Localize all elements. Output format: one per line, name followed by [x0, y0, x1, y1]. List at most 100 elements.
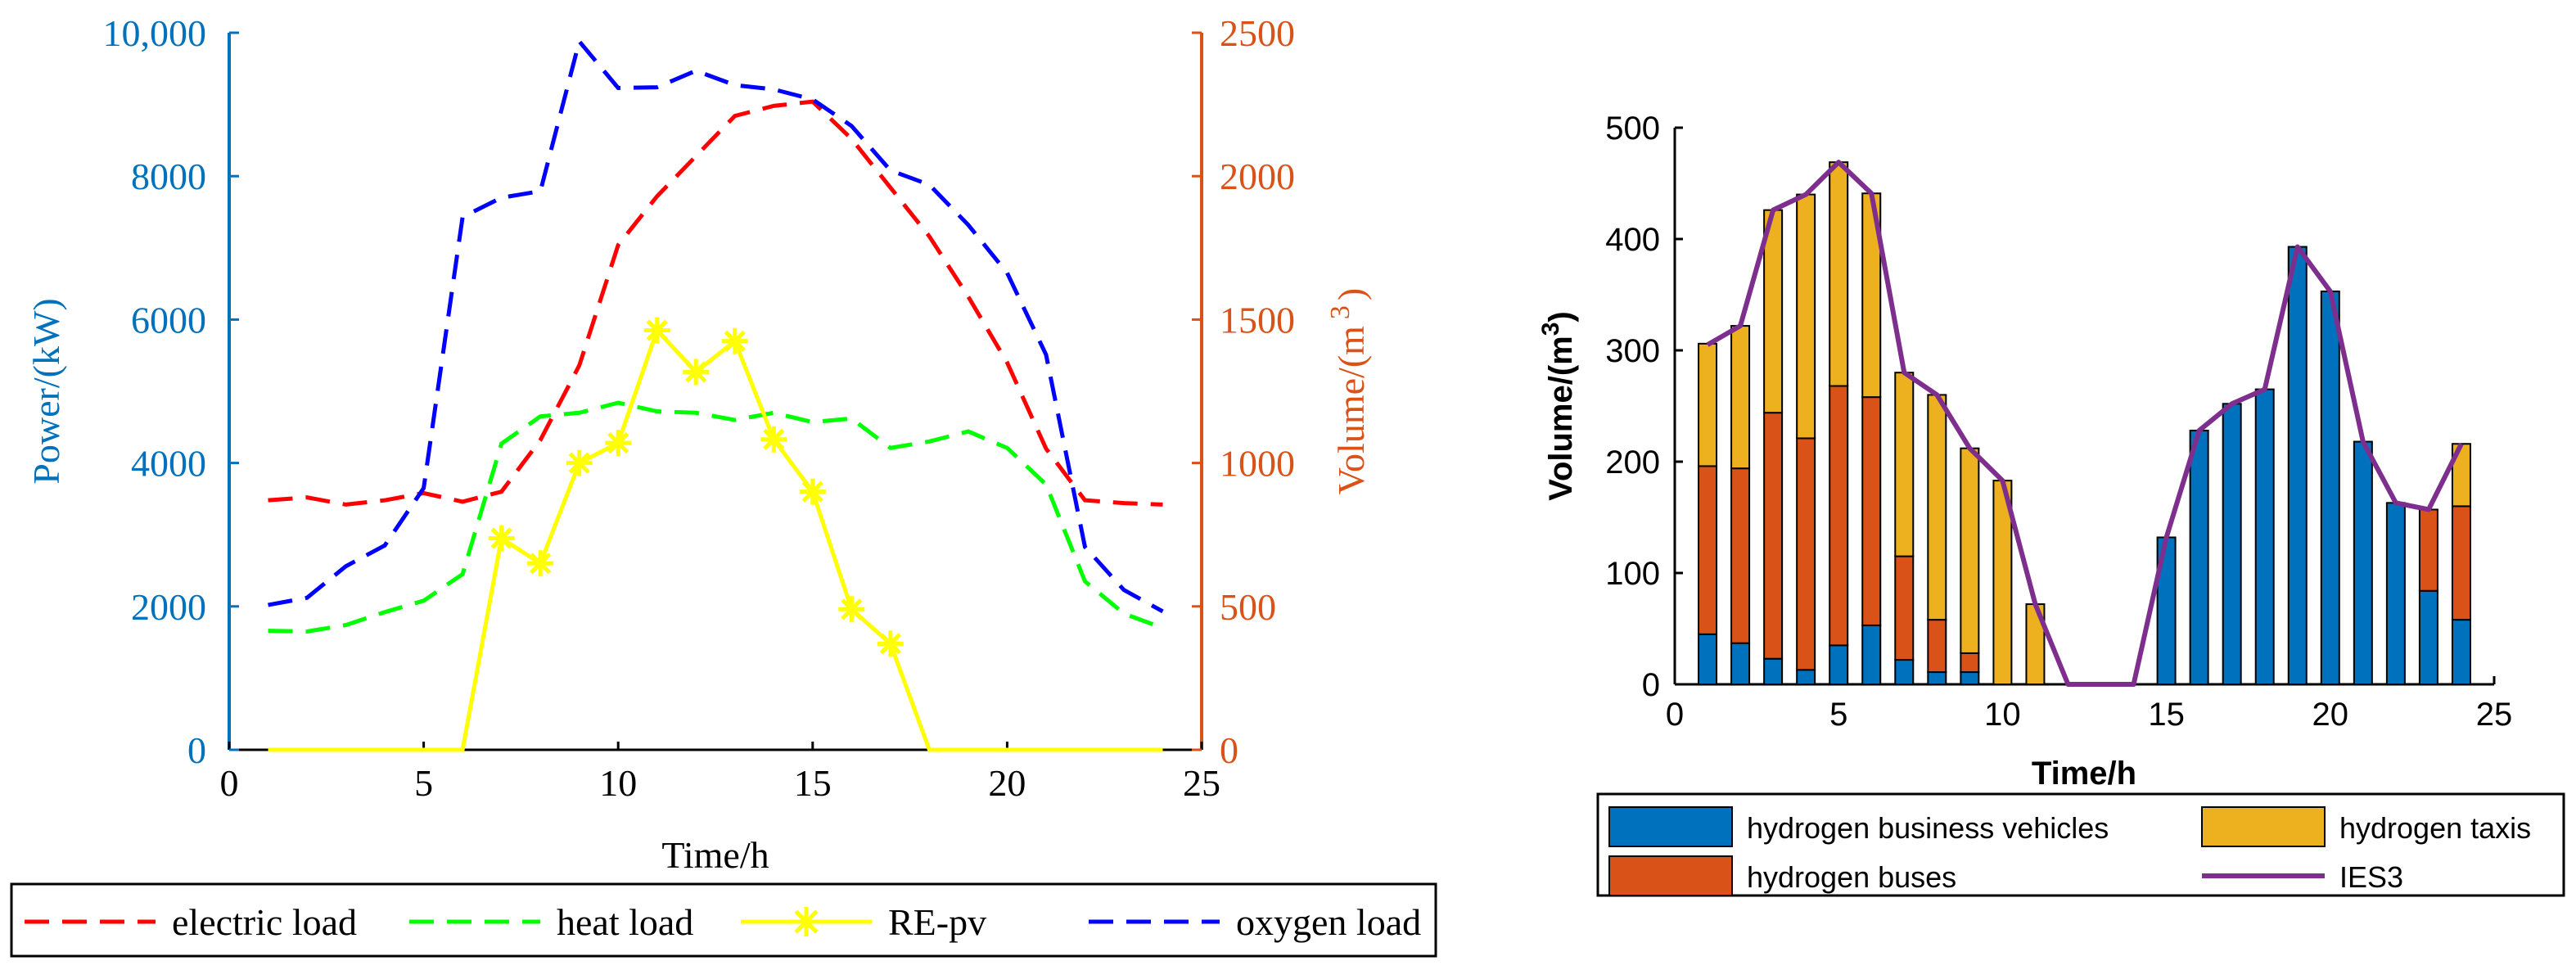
bar-hydrogen-buses [1861, 396, 1882, 626]
left-chart: 0 5 10 15 20 25 0 2000 4000 6000 8000 10,000 0 500 1… [10, 12, 1437, 958]
series-point-re-pv [643, 317, 670, 344]
right-chart-x-tick-label: 15 [2148, 697, 2185, 733]
bar-hydrogen-business-vehicles [1861, 624, 1882, 685]
legend-swatch-hydrogen-taxis [2201, 806, 2326, 847]
bar-hydrogen-business-vehicles [2254, 388, 2275, 685]
bar-hydrogen-taxis [1960, 447, 1980, 654]
legend-label-heat-load: heat load [557, 901, 693, 943]
legend-label-ies3: IES3 [2339, 860, 2403, 894]
bar-hydrogen-buses [1730, 467, 1751, 644]
left-chart-right-ticks: 0 500 1000 1500 2000 2500 [1192, 12, 1295, 771]
bar-hydrogen-business-vehicles [1960, 671, 1980, 685]
left-chart-legend-box [10, 882, 1437, 958]
series-point-re-pv [838, 596, 865, 623]
left-chart-right-tick-label: 2000 [1220, 156, 1295, 197]
bar-hydrogen-buses [2451, 505, 2471, 621]
left-chart-left-tick-label: 4000 [131, 443, 206, 485]
right-chart-x-tick-label: 0 [1666, 697, 1684, 733]
bar-hydrogen-business-vehicles [2353, 440, 2373, 686]
right-chart-y-tick-label: 400 [1605, 222, 1660, 258]
series-point-re-pv [877, 630, 904, 657]
right-chart-x-tick-label: 10 [1984, 697, 2021, 733]
legend-label-electric-load: electric load [172, 901, 357, 943]
bar-hydrogen-business-vehicles [2189, 429, 2209, 685]
left-chart-legend: electric load heat load RE-pv oxygen load [10, 882, 1437, 958]
bar-hydrogen-buses [1894, 555, 1915, 661]
right-chart-line [1706, 160, 2464, 687]
left-chart-right-tick-label: 1500 [1220, 299, 1295, 341]
bar-hydrogen-business-vehicles [1927, 671, 1947, 685]
bar-hydrogen-buses [1796, 437, 1816, 671]
bar-hydrogen-business-vehicles [1730, 642, 1751, 685]
bar-hydrogen-buses [1960, 652, 1980, 674]
bar-hydrogen-business-vehicles [2451, 619, 2471, 685]
left-chart-left-tick-label: 10,000 [103, 12, 207, 54]
right-chart-x-tick-label: 20 [2312, 697, 2349, 733]
series-point-re-pv [527, 550, 554, 577]
series-point-re-pv [760, 426, 787, 453]
right-chart-legend-box [1596, 792, 2565, 897]
right-chart-x-ticks: 0 5 10 15 20 25 [1666, 676, 2512, 733]
left-chart-x-tick-label: 0 [220, 762, 239, 804]
bar-hydrogen-taxis [1698, 342, 1718, 467]
bar-hydrogen-buses [1763, 412, 1784, 660]
series-point-re-pv [566, 449, 593, 476]
bar-hydrogen-taxis [1730, 325, 1751, 470]
left-chart-right-tick-label: 0 [1220, 729, 1238, 771]
right-chart-y-label: Volume/(m3) [1537, 311, 1579, 501]
legend-marker-re-pv [792, 907, 821, 936]
series-line-oxygen-load [268, 37, 1164, 614]
legend-label-oxygen-load: oxygen load [1236, 901, 1421, 943]
bar-hydrogen-business-vehicles [2320, 290, 2340, 685]
bar-hydrogen-taxis [1927, 394, 1947, 621]
series-point-re-pv [488, 525, 515, 552]
right-chart-legend: hydrogen business vehicles hydrogen taxis… [1596, 792, 2565, 897]
legend-swatch-hydrogen-business-vehicles [1608, 806, 1733, 847]
left-chart-x-tick-label: 5 [414, 762, 433, 804]
left-chart-x-tick-label: 15 [794, 762, 832, 804]
left-chart-left-tick-label: 6000 [131, 299, 206, 341]
left-chart-x-tick-label: 25 [1183, 762, 1220, 804]
right-chart-y-tick-label: 200 [1605, 444, 1660, 480]
series-point-re-pv [799, 478, 826, 505]
legend-label-hydrogen-taxis: hydrogen taxis [2339, 811, 2531, 845]
bar-hydrogen-business-vehicles [1698, 633, 1718, 685]
series-point-re-pv [721, 327, 748, 354]
series-line-ies3 [1706, 160, 2464, 687]
left-chart-x-tick-label: 10 [599, 762, 637, 804]
legend-label-hydrogen-business-vehicles: hydrogen business vehicles [1747, 811, 2109, 845]
right-chart-y-tick-label: 300 [1605, 333, 1660, 369]
bar-hydrogen-buses [1829, 385, 1849, 647]
bar-hydrogen-taxis [1796, 193, 1816, 440]
left-chart-left-tick-label: 2000 [131, 586, 206, 628]
bar-hydrogen-business-vehicles [1829, 644, 1849, 686]
bar-hydrogen-business-vehicles [1894, 659, 1915, 686]
right-chart-bars [1698, 161, 2471, 686]
bar-hydrogen-buses [1698, 465, 1718, 635]
right-chart-x-tick-label: 5 [1829, 697, 1847, 733]
right-chart-x-label: Time/h [2032, 756, 2136, 792]
right-chart-y-tick-label: 0 [1642, 667, 1660, 703]
left-chart-x-ticks: 0 5 10 15 20 25 [220, 742, 1220, 804]
bar-hydrogen-taxis [1829, 161, 1849, 387]
legend-label-hydrogen-buses: hydrogen buses [1747, 860, 1956, 894]
left-chart-right-tick-label: 2500 [1220, 12, 1295, 54]
series-line-re-pv [268, 326, 1163, 752]
left-chart-right-tick-label: 1000 [1220, 443, 1295, 485]
series-point-re-pv [605, 430, 632, 457]
series-line-heat-load [268, 400, 1164, 634]
bar-hydrogen-business-vehicles [2287, 246, 2308, 685]
left-chart-x-label: Time/h [661, 834, 769, 876]
bar-hydrogen-buses [1927, 619, 1947, 674]
left-chart-left-tick-label: 0 [187, 729, 206, 771]
left-chart-right-tick-label: 500 [1220, 586, 1276, 628]
left-chart-left-y-label: Power/(kW) [25, 298, 67, 484]
left-chart-left-ticks: 0 2000 4000 6000 8000 10,000 [103, 12, 239, 771]
left-chart-left-tick-label: 8000 [131, 156, 206, 197]
right-chart-y-tick-label: 100 [1605, 556, 1660, 592]
bar-hydrogen-business-vehicles [2385, 502, 2406, 685]
right-chart: 0 5 10 15 20 25 0 100 200 300 400 500 Time/h Volum… [1537, 111, 2565, 897]
bar-hydrogen-business-vehicles [2222, 403, 2242, 685]
series-line-electric-load [268, 99, 1163, 507]
